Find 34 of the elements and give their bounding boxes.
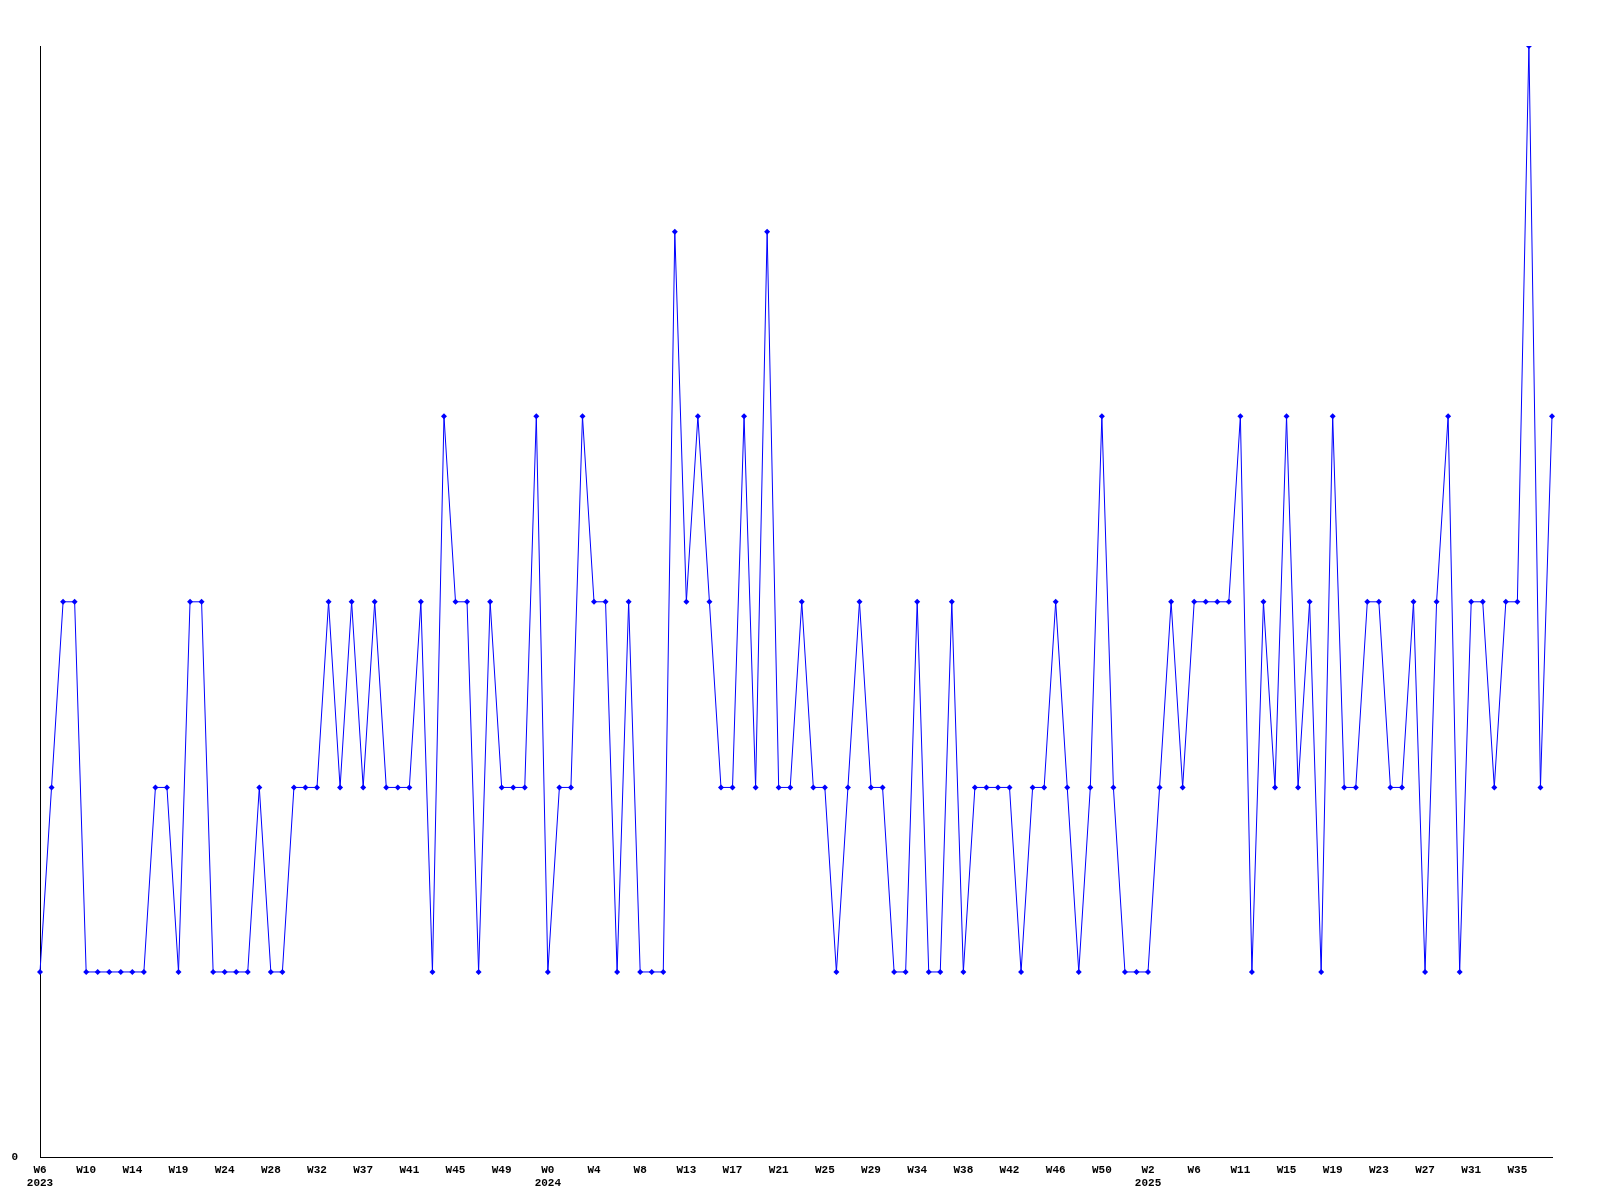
x-tick-label: W27: [1415, 1163, 1435, 1176]
x-tick-label: W6: [1187, 1163, 1201, 1176]
x-tick-label: W42: [999, 1163, 1020, 1176]
x-tick-label: W4: [587, 1163, 602, 1176]
x-tick-label: W25: [814, 1163, 836, 1176]
x-tick-label: W31: [1461, 1163, 1482, 1176]
x-tick-label: W23: [1368, 1163, 1390, 1176]
x-tick-label: W28: [260, 1163, 282, 1176]
x-tick-label: W50: [1091, 1163, 1112, 1176]
x-tick-label: W37: [353, 1163, 374, 1176]
x-tick-label: W21: [768, 1163, 789, 1176]
x-tick-label: W19: [1322, 1163, 1343, 1176]
x-tick-label: W15: [1276, 1163, 1297, 1176]
x-tick-label: W41: [399, 1163, 420, 1176]
x-tick-label: W13: [676, 1163, 697, 1176]
text: 0: [11, 1151, 18, 1164]
x-tick-label: W11: [1230, 1163, 1251, 1176]
x-tick-label: W45: [445, 1163, 466, 1176]
x-tick-label: W32: [307, 1163, 327, 1176]
x-tick-label: W35: [1507, 1163, 1528, 1176]
x-tick-label: W2 2025: [1134, 1163, 1162, 1190]
x-tick-label: W8: [633, 1163, 648, 1176]
x-tick-label: W29: [861, 1163, 881, 1176]
x-tick-label: W14: [122, 1163, 143, 1176]
x-tick-label: W24: [214, 1163, 235, 1176]
x-tick-label: W49: [491, 1163, 512, 1176]
x-tick-label: W38: [953, 1163, 974, 1176]
x-tick-label: W19: [168, 1163, 189, 1176]
x-tick-label: W0 2024: [534, 1163, 562, 1190]
x-tick-label: W46: [1045, 1163, 1066, 1176]
x-tick-label: W6 2023: [26, 1163, 54, 1190]
x-tick-label: W17: [722, 1163, 743, 1176]
x-tick-label: W34: [907, 1163, 928, 1176]
x-tick-label: W10: [76, 1163, 97, 1176]
